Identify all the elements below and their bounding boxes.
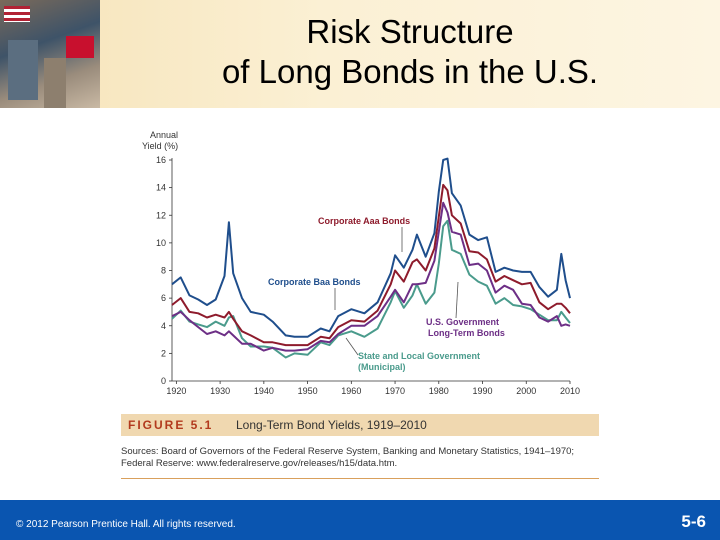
annotation-muni-line-2: (Municipal) bbox=[358, 362, 406, 372]
building-icon-2 bbox=[44, 58, 66, 108]
y-tick-label: 14 bbox=[156, 183, 166, 193]
ylabel-line-2: Yield (%) bbox=[142, 141, 178, 151]
figure-label: FIGURE 5.1 bbox=[128, 418, 214, 432]
x-tick-label: 1970 bbox=[385, 386, 405, 396]
slide-title: Risk Structure of Long Bonds in the U.S. bbox=[110, 12, 710, 92]
y-tick-label: 6 bbox=[161, 293, 166, 303]
annotation-aaa: Corporate Aaa Bonds bbox=[318, 216, 410, 226]
y-tick-label: 12 bbox=[156, 210, 166, 220]
series-line-u-s-government-long-term-bonds bbox=[171, 201, 571, 352]
figure-caption-bar bbox=[121, 414, 599, 436]
x-tick-label: 1930 bbox=[210, 386, 230, 396]
annotation-baa: Corporate Baa Bonds bbox=[268, 277, 361, 287]
title-line-2: of Long Bonds in the U.S. bbox=[221, 53, 599, 90]
y-tick-label: 10 bbox=[156, 238, 166, 248]
china-flag-icon bbox=[66, 36, 94, 58]
slide-header: Risk Structure of Long Bonds in the U.S. bbox=[0, 0, 720, 108]
series-line-corporate-baa-bonds bbox=[171, 157, 571, 338]
sources-line-2: Federal Reserve: www.federalreserve.gov/… bbox=[121, 458, 398, 469]
annotation-govt-line-2: Long-Term Bonds bbox=[428, 328, 505, 338]
x-tick-label: 1960 bbox=[341, 386, 361, 396]
series-line-corporate-aaa-bonds bbox=[171, 183, 571, 347]
divider bbox=[121, 478, 599, 479]
leader-muni bbox=[345, 337, 359, 356]
x-tick-label: 1940 bbox=[254, 386, 274, 396]
header-photo bbox=[0, 0, 100, 108]
leader-govt bbox=[455, 281, 459, 319]
x-tick-label: 1920 bbox=[166, 386, 186, 396]
us-flag-icon bbox=[4, 6, 30, 22]
copyright-text: © 2012 Pearson Prentice Hall. All rights… bbox=[16, 519, 236, 530]
y-tick-label: 4 bbox=[161, 321, 166, 331]
y-tick-label: 2 bbox=[161, 348, 166, 358]
building-icon bbox=[8, 40, 38, 100]
slide-number: 5-6 bbox=[681, 512, 706, 531]
y-tick-label: 8 bbox=[161, 266, 166, 276]
y-tick-label: 16 bbox=[156, 155, 166, 165]
x-tick-label: 1950 bbox=[298, 386, 318, 396]
x-tick-label: 1980 bbox=[429, 386, 449, 396]
x-tick-label: 1990 bbox=[473, 386, 493, 396]
x-tick-label: 2010 bbox=[560, 386, 580, 396]
bond-yield-chart: Annual Yield (%) 0 2 4 6 8 10 12 14 16 1920 1930 19… bbox=[142, 130, 580, 396]
sources-note: Sources: Board of Governors of the Feder… bbox=[121, 446, 599, 470]
sources-line-1: Sources: Board of Governors of the Feder… bbox=[121, 446, 575, 457]
title-line-1: Risk Structure bbox=[306, 13, 514, 50]
x-tick-label: 2000 bbox=[516, 386, 536, 396]
ylabel-line-1: Annual bbox=[150, 130, 178, 140]
slide-footer bbox=[0, 500, 720, 540]
annotation-govt-line-1: U.S. Government bbox=[426, 317, 499, 327]
figure-caption: Long-Term Bond Yields, 1919–2010 bbox=[236, 418, 427, 432]
y-tick-label: 0 bbox=[161, 376, 166, 386]
annotation-muni-line-1: State and Local Government bbox=[358, 351, 480, 361]
